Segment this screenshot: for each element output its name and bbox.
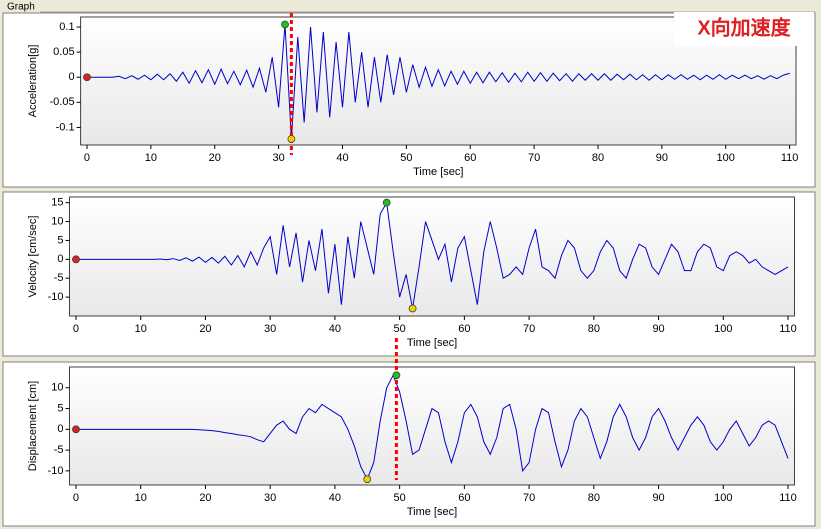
x-tick-label: 90 [656, 152, 668, 164]
x-axis-label: Time [sec] [407, 337, 457, 349]
x-tick-label: 110 [779, 323, 797, 335]
x-tick-label: 10 [135, 323, 147, 335]
peak-marker [363, 475, 372, 484]
x-tick-label: 100 [717, 152, 735, 164]
group-title: Graph [7, 2, 35, 13]
x-tick-label: 80 [592, 152, 604, 164]
x-tick-label: 70 [523, 323, 535, 335]
x-tick-label: 40 [329, 492, 341, 504]
x-tick-label: 10 [145, 152, 157, 164]
x-axis-label: Time [sec] [407, 506, 457, 518]
plot-area [69, 366, 795, 486]
x-tick-label: 70 [528, 152, 540, 164]
x-tick-label: 40 [336, 152, 348, 164]
x-tick-label: 50 [394, 492, 406, 504]
x-tick-label: 0 [73, 323, 79, 335]
peak-marker [382, 198, 391, 207]
x-tick-label: 110 [779, 492, 797, 504]
y-tick-label: 0 [57, 423, 63, 435]
x-tick-label: 30 [264, 492, 276, 504]
x-tick-label: 20 [199, 492, 211, 504]
y-tick-label: -5 [54, 444, 64, 456]
peak-marker [408, 304, 417, 313]
label-box [674, 12, 814, 46]
data-line [86, 24, 790, 140]
y-tick-label: -10 [48, 465, 64, 477]
x-axis-label: Time [sec] [413, 166, 463, 178]
x-tick-label: 80 [588, 492, 600, 504]
y-axis-label: Velocity [cm/sec] [27, 216, 39, 298]
y-tick-label: -10 [48, 291, 64, 303]
y-tick-label: 15 [51, 197, 63, 209]
y-tick-label: -5 [54, 272, 64, 284]
x-tick-label: 70 [523, 492, 535, 504]
x-tick-label: 30 [264, 323, 276, 335]
peak-marker [72, 425, 80, 434]
y-tick-label: 0.05 [53, 46, 74, 58]
x-tick-label: 60 [464, 152, 476, 164]
peak-marker [83, 73, 91, 82]
x-tick-label: 80 [588, 323, 600, 335]
x-tick-label: 60 [458, 492, 470, 504]
y-tick-label: 10 [51, 382, 63, 394]
x-tick-label: 20 [209, 152, 221, 164]
peak-marker [287, 135, 296, 143]
x-tick-label: 50 [394, 323, 406, 335]
x-tick-label: 100 [714, 492, 732, 504]
x-tick-label: 0 [84, 152, 90, 164]
x-tick-label: 100 [714, 323, 732, 335]
data-line [75, 374, 789, 481]
x-tick-label: 110 [781, 152, 799, 164]
y-axis-label: Acceleration[g] [27, 45, 39, 118]
plot-area [69, 196, 795, 317]
y-tick-label: 10 [51, 215, 63, 227]
x-tick-label: 60 [458, 323, 470, 335]
y-tick-label: 0.1 [59, 21, 74, 33]
peak-marker [392, 371, 401, 380]
y-tick-label: 5 [57, 234, 63, 246]
y-tick-label: -0.05 [50, 96, 75, 108]
x-tick-label: 90 [652, 323, 664, 335]
y-tick-label: 0 [57, 253, 63, 265]
x-tick-label: 0 [73, 492, 79, 504]
peak-marker [281, 20, 289, 29]
y-tick-label: -0.1 [56, 121, 75, 133]
x-tick-label: 40 [329, 323, 341, 335]
y-tick-label: 0 [68, 71, 74, 83]
x-tick-label: 30 [272, 152, 284, 164]
x-tick-label: 10 [135, 492, 147, 504]
peak-marker [72, 255, 80, 264]
y-axis-label: Displacement [cm] [27, 381, 39, 471]
x-tick-label: 90 [652, 492, 664, 504]
chart-label: X向加速度 [697, 15, 791, 39]
x-tick-label: 50 [400, 152, 412, 164]
data-line [75, 201, 789, 309]
y-tick-label: 5 [57, 402, 63, 414]
x-tick-label: 20 [199, 323, 211, 335]
